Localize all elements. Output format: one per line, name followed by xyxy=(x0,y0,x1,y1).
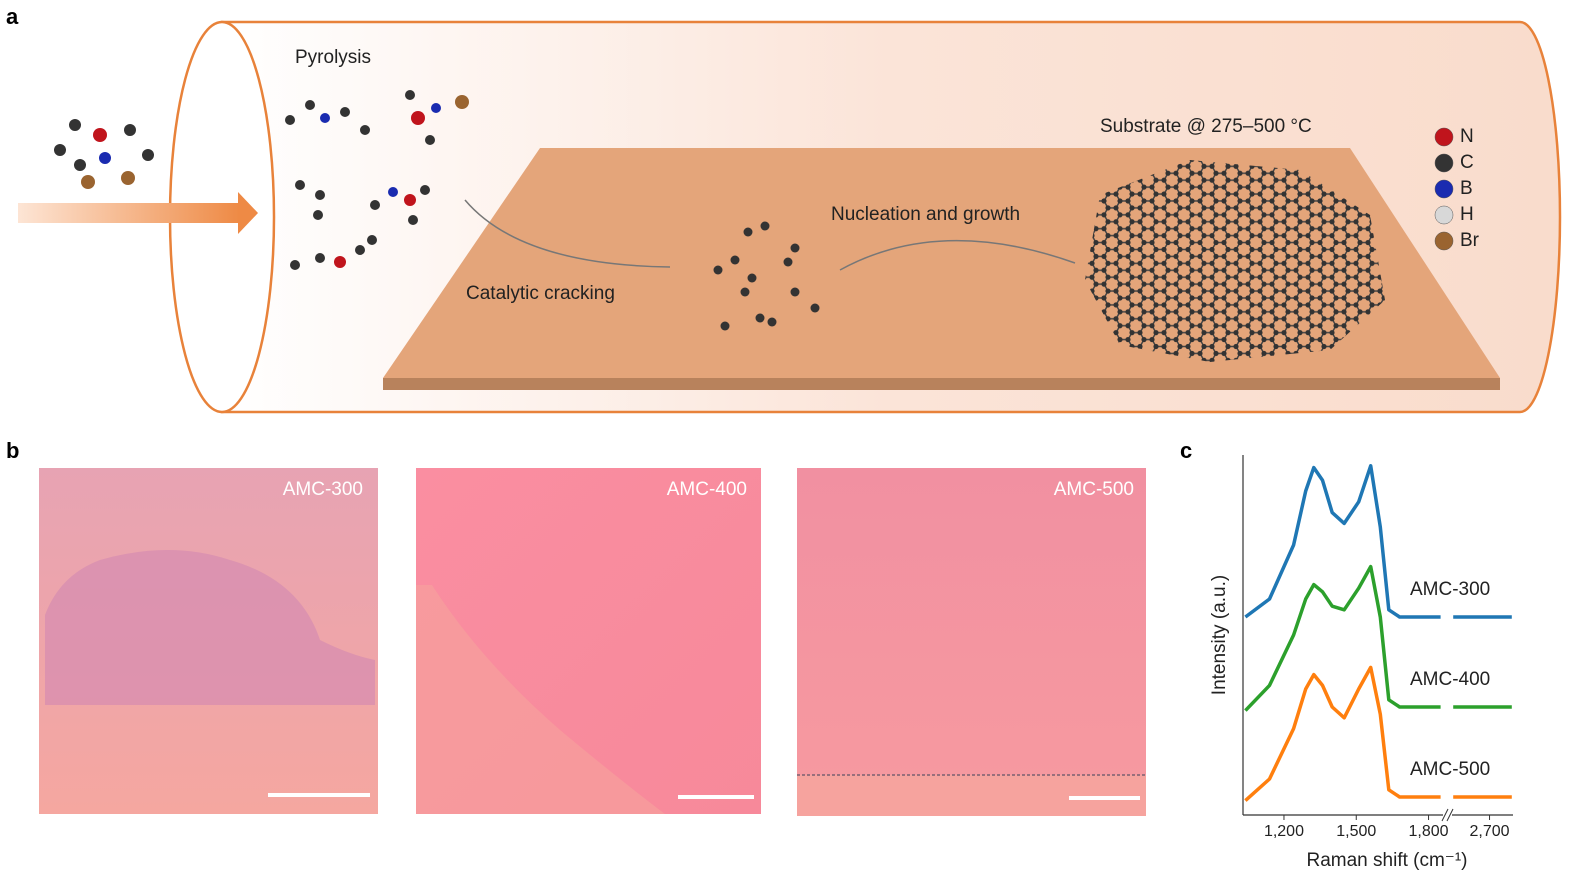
substrate-edge xyxy=(383,378,1500,390)
molecules xyxy=(54,90,820,331)
legend-swatch xyxy=(1434,153,1454,173)
panel-label: b xyxy=(6,438,19,463)
flow-arrow-head xyxy=(238,192,258,234)
x-tick-label: 1,800 xyxy=(1409,823,1449,840)
axis-break xyxy=(1441,808,1454,822)
scale-bar xyxy=(268,793,370,797)
legend-label: C xyxy=(1460,152,1474,173)
label: Catalytic cracking xyxy=(466,283,615,304)
micrograph xyxy=(797,468,1146,816)
legend-label: N xyxy=(1460,126,1474,147)
image-label: AMC-500 xyxy=(1054,479,1134,500)
label: Pyrolysis xyxy=(295,47,371,68)
y-axis-label: Intensity (a.u.) xyxy=(1209,575,1230,695)
panel-label: c xyxy=(1180,438,1192,463)
spectrum xyxy=(1244,665,1512,802)
spectrum xyxy=(1244,464,1512,619)
legend-label: Br xyxy=(1460,230,1480,251)
series-label: AMC-300 xyxy=(1410,579,1490,600)
label: Substrate @ 275–500 °C xyxy=(1100,116,1312,137)
graphene xyxy=(1085,160,1385,362)
image-label: AMC-400 xyxy=(667,479,747,500)
image-label: AMC-300 xyxy=(283,479,363,500)
legend-swatch xyxy=(1434,231,1454,251)
legend-label: H xyxy=(1460,204,1474,225)
film-edge xyxy=(416,585,665,814)
label: Nucleation and growth xyxy=(831,204,1020,225)
x-tick-label: 1,200 xyxy=(1264,823,1304,840)
scale-bar xyxy=(1069,796,1140,800)
series-label: AMC-500 xyxy=(1410,759,1490,780)
x-tick-label: 1,500 xyxy=(1336,823,1376,840)
series-label: AMC-400 xyxy=(1410,669,1490,690)
arrow xyxy=(464,199,671,268)
scale-bar xyxy=(678,795,754,799)
film-edge xyxy=(797,775,1146,816)
panel-label: a xyxy=(6,4,19,29)
spectrum xyxy=(1244,564,1512,712)
legend-swatch xyxy=(1434,179,1454,199)
legend-swatch xyxy=(1434,127,1454,147)
legend-swatch xyxy=(1434,205,1454,225)
flow-arrow xyxy=(18,203,240,223)
legend-label: B xyxy=(1460,178,1473,199)
x-tick-label: 2,700 xyxy=(1470,823,1510,840)
film xyxy=(45,550,375,705)
arrow xyxy=(839,239,1076,271)
x-axis-label: Raman shift (cm⁻¹) xyxy=(1307,850,1468,871)
